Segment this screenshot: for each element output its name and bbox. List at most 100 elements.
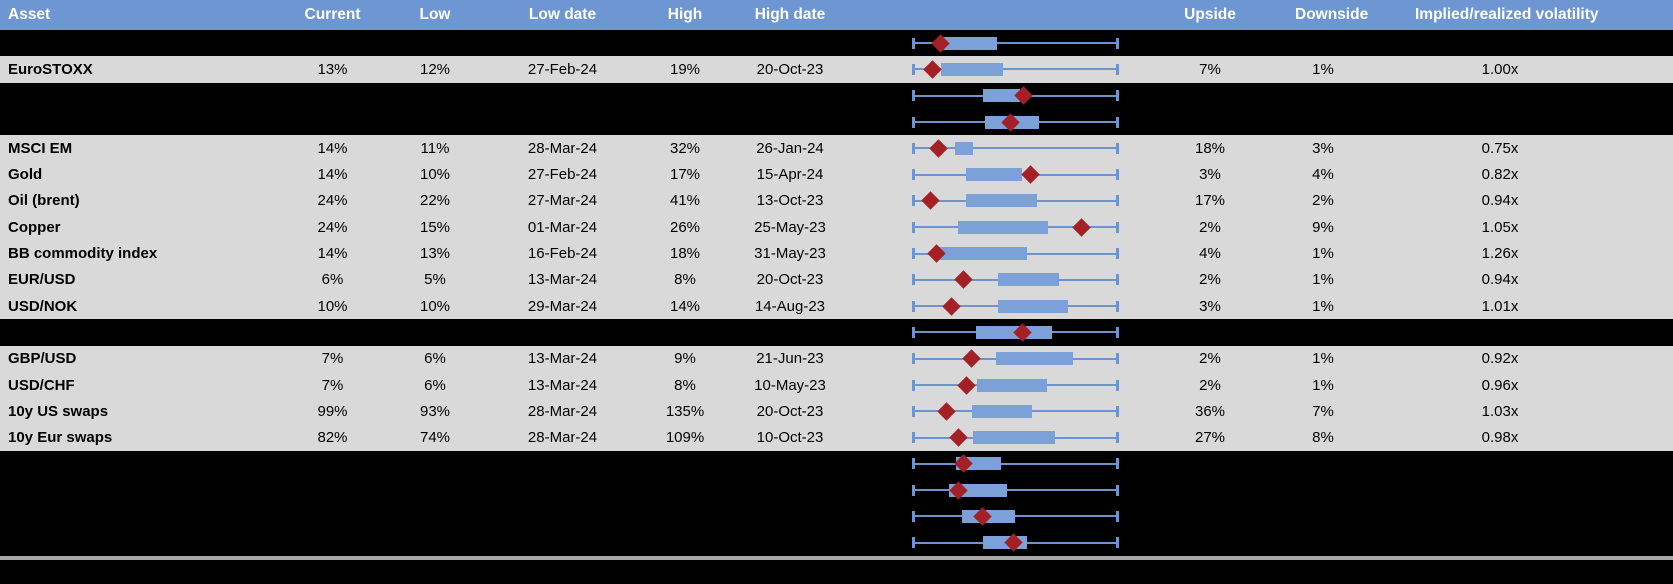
cell-downside: 8%	[1312, 429, 1334, 447]
cell-downside: 2%	[1312, 192, 1334, 210]
cell-low-date: 16-Feb-24	[527, 245, 598, 263]
current-marker-diamond-icon	[961, 349, 981, 368]
cell-upside: 2%	[1199, 376, 1221, 394]
whisker-cap-right-icon	[1116, 458, 1119, 470]
cell-low-date: 13-Mar-24	[527, 376, 598, 394]
cell-impl-real: 0.82x	[1481, 166, 1519, 184]
whisker-cap-right-icon	[1116, 37, 1119, 49]
range-box	[941, 62, 1003, 76]
whisker-cap-left-icon	[912, 300, 915, 312]
cell-range-chart	[845, 109, 1125, 135]
column-header-upside: Upside	[1184, 6, 1236, 24]
cell-low-date: 27-Feb-24	[527, 60, 598, 78]
cell-low-date: 13-Mar-24	[527, 271, 598, 289]
cell-current: 7%	[321, 376, 344, 394]
column-header-low-date: Low date	[528, 6, 597, 24]
cell-current: 7%	[321, 350, 344, 368]
column-header-downside: Downside	[1295, 6, 1369, 24]
column-header-current: Current	[304, 6, 361, 24]
boxplot-icon	[912, 267, 1119, 293]
cell-low-date: 28-Mar-24	[527, 429, 598, 447]
boxplot-icon	[912, 109, 1119, 135]
cell-low: 5%	[424, 271, 446, 289]
whisker-cap-left-icon	[912, 274, 915, 286]
cell-asset: EuroSTOXX	[8, 60, 93, 78]
divider-line	[0, 555, 1673, 560]
table-row: 10y US swaps 99% 93% 28-Mar-24 135% 20-O…	[0, 398, 1673, 425]
cell-current: 99%	[317, 402, 348, 420]
whisker-cap-left-icon	[912, 353, 915, 365]
cell-low: 93%	[419, 402, 451, 420]
cell-current: 24%	[317, 192, 348, 210]
whisker-cap-left-icon	[912, 116, 915, 128]
cell-downside: 7%	[1312, 402, 1334, 420]
column-header-asset: Asset	[8, 6, 51, 24]
cell-high: 41%	[669, 192, 701, 210]
cell-range-chart	[845, 451, 1125, 477]
table-row: Gold 14% 10% 27-Feb-24 17% 15-Apr-24 3% …	[0, 161, 1673, 188]
whisker-cap-right-icon	[1116, 405, 1119, 417]
cell-low: 6%	[424, 350, 446, 368]
boxplot-icon	[912, 161, 1119, 187]
cell-high: 9%	[674, 350, 696, 368]
range-box	[966, 194, 1038, 208]
boxplot-icon	[912, 293, 1119, 319]
cell-impl-real: 0.94x	[1481, 271, 1519, 289]
whisker-cap-left-icon	[912, 37, 915, 49]
cell-impl-real: 0.98x	[1481, 429, 1519, 447]
range-box	[976, 378, 1048, 392]
whisker-cap-right-icon	[1116, 432, 1119, 444]
cell-low: 6%	[424, 376, 446, 394]
whisker-cap-left-icon	[912, 169, 915, 181]
cell-asset: MSCI EM	[8, 139, 73, 157]
current-marker-diamond-icon	[1072, 218, 1092, 237]
cell-low-date: 27-Feb-24	[527, 166, 598, 184]
cell-downside: 1%	[1312, 60, 1334, 78]
cell-upside: 2%	[1199, 271, 1221, 289]
boxplot-icon	[912, 83, 1119, 109]
cell-downside: 4%	[1312, 166, 1334, 184]
cell-impl-real: 0.96x	[1481, 376, 1519, 394]
cell-current: 14%	[317, 166, 348, 184]
current-marker-diamond-icon	[1020, 165, 1040, 184]
cell-upside: 17%	[1194, 192, 1226, 210]
whisker-cap-right-icon	[1116, 326, 1119, 338]
cell-low: 10%	[419, 297, 451, 315]
cell-asset: Gold	[8, 166, 43, 184]
table-row	[0, 477, 1673, 504]
range-box	[955, 141, 974, 155]
cell-asset: Oil (brent)	[8, 192, 80, 210]
boxplot-icon	[912, 56, 1119, 82]
whisker-cap-right-icon	[1116, 537, 1119, 549]
cell-current: 82%	[317, 429, 348, 447]
cell-asset: GBP/USD	[8, 350, 77, 368]
cell-low-date: 27-Mar-24	[527, 192, 598, 210]
whisker-cap-right-icon	[1116, 116, 1119, 128]
cell-range-chart	[845, 477, 1125, 503]
range-box	[982, 89, 1020, 103]
cell-range-chart	[845, 161, 1125, 187]
table-row: BB commodity index 14% 13% 16-Feb-24 18%…	[0, 240, 1673, 267]
boxplot-icon	[912, 346, 1119, 372]
range-box	[998, 299, 1068, 313]
cell-upside: 7%	[1199, 60, 1221, 78]
cell-high-date: 13-Oct-23	[756, 192, 824, 210]
cell-high-date: 25-May-23	[754, 218, 826, 236]
cell-high-date: 10-Oct-23	[756, 429, 824, 447]
table-row: EUR/USD 6% 5% 13-Mar-24 8% 20-Oct-23 2% …	[0, 266, 1673, 293]
whisker-cap-right-icon	[1116, 221, 1119, 233]
whisker-cap-left-icon	[912, 432, 915, 444]
cell-upside: 18%	[1194, 139, 1226, 157]
cell-upside: 36%	[1194, 402, 1226, 420]
cell-low: 10%	[419, 166, 451, 184]
cell-upside: 27%	[1194, 429, 1226, 447]
column-header-high: High	[667, 6, 703, 24]
cell-low-date: 28-Mar-24	[527, 402, 598, 420]
whisker-cap-right-icon	[1116, 353, 1119, 365]
whisker-cap-left-icon	[912, 248, 915, 260]
cell-range-chart	[845, 83, 1125, 109]
cell-high: 14%	[669, 297, 701, 315]
current-marker-diamond-icon	[928, 139, 948, 158]
cell-impl-real: 1.05x	[1481, 218, 1519, 236]
